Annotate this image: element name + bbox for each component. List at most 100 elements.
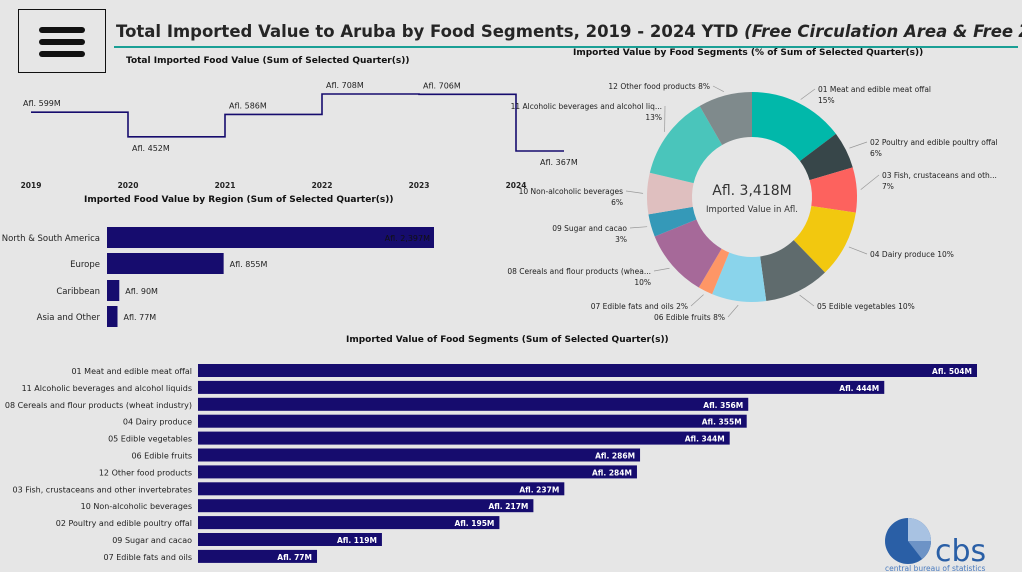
- segment-data-label: Afl. 356M: [703, 401, 743, 410]
- segment-category-label: 08 Cereals and flour products (wheat ind…: [5, 401, 192, 410]
- segment-data-label: Afl. 444M: [839, 384, 879, 393]
- menu-icon-bar-3: [39, 51, 85, 57]
- donut-center-value: Afl. 3,418M: [712, 183, 791, 199]
- donut-slice-label: 08 Cereals and flour products (whea...: [507, 267, 651, 276]
- donut-slice: [799, 133, 853, 181]
- donut-leader-line: [800, 88, 816, 100]
- segment-bar: [198, 499, 534, 513]
- total-line-series: [31, 93, 564, 152]
- region-data-label: Afl. 2,397M: [385, 234, 431, 243]
- logo-name: cbs: [935, 534, 986, 569]
- line-x-tick: 2020: [118, 181, 139, 190]
- segment-data-label: Afl. 237M: [519, 485, 559, 494]
- line-x-tick: 2023: [409, 181, 430, 190]
- region-category-label: Caribbean: [56, 287, 100, 297]
- menu-button[interactable]: [18, 9, 106, 73]
- segment-category-label: 09 Sugar and cacao: [112, 536, 192, 545]
- menu-icon-bar-2: [39, 39, 85, 45]
- segment-chart-title: Imported Value of Food Segments (Sum of …: [346, 335, 669, 345]
- donut-slice-pct: 7%: [882, 182, 894, 191]
- donut-slice: [649, 105, 723, 184]
- donut-slice-label: 05 Edible vegetables 10%: [817, 302, 915, 311]
- region-bar: [107, 227, 434, 248]
- region-bar: [107, 280, 120, 301]
- menu-icon: [39, 27, 85, 33]
- segment-data-label: Afl. 344M: [685, 435, 725, 444]
- title-divider: [114, 46, 1018, 48]
- region-category-label: Asia and Other: [37, 313, 101, 323]
- segment-category-label: 11 Alcoholic beverages and alcohol liqui…: [22, 384, 192, 393]
- region-chart-title: Imported Food Value by Region (Sum of Se…: [84, 195, 394, 205]
- segment-category-label: 01 Meat and edible meat offal: [71, 367, 192, 376]
- segment-bar: [198, 397, 749, 411]
- line-x-tick: 2022: [312, 181, 333, 190]
- donut-leader-line: [653, 267, 670, 272]
- line-x-tick: 2019: [21, 181, 42, 190]
- donut-slice: [712, 252, 767, 302]
- donut-slice: [793, 205, 856, 273]
- segment-category-label: 10 Non-alcoholic beverages: [81, 502, 192, 511]
- region-bar: [107, 306, 118, 327]
- segment-category-label: 03 Fish, crustaceans and other invertebr…: [13, 485, 193, 494]
- segment-bar: [198, 516, 500, 530]
- donut-slice-label: 02 Poultry and edible poultry offal: [870, 138, 998, 147]
- donut-slice: [648, 206, 697, 237]
- donut-leader-line: [629, 226, 648, 229]
- donut-slice: [760, 240, 825, 302]
- donut-leader-line: [712, 85, 725, 93]
- donut-slice-label: 11 Alcoholic beverages and alcohol liq..…: [511, 102, 662, 111]
- line-chart-title: Total Imported Food Value (Sum of Select…: [126, 56, 410, 66]
- segment-bar: [198, 533, 382, 546]
- segment-category-label: 07 Edible fats and oils: [103, 553, 192, 562]
- region-data-label: Afl. 90M: [125, 287, 158, 296]
- donut-chart-title: Imported Value by Food Segments (% of Su…: [573, 48, 924, 58]
- donut-slice-label: 09 Sugar and cacao: [552, 224, 627, 233]
- line-data-label: Afl. 586M: [229, 101, 267, 110]
- segment-bar: [198, 465, 637, 479]
- donut-slice: [698, 248, 730, 295]
- segment-bar: [198, 482, 565, 496]
- logo-tagline: central bureau of statistics: [885, 564, 985, 572]
- donut-slice-pct: 15%: [818, 96, 835, 105]
- segment-bar: [198, 431, 730, 445]
- donut-leader-line: [690, 294, 704, 307]
- donut-leader-line: [849, 141, 868, 149]
- donut-leader-line: [799, 294, 815, 307]
- segment-bar: [198, 549, 318, 563]
- line-data-label: Afl. 452M: [132, 144, 170, 153]
- donut-slice-label: 04 Dairy produce 10%: [870, 250, 954, 259]
- line-x-tick: 2021: [215, 181, 236, 190]
- region-data-label: Afl. 855M: [230, 260, 268, 269]
- donut-leader-line: [727, 304, 739, 318]
- segment-category-label: 02 Poultry and edible poultry offal: [56, 519, 192, 528]
- donut-slice: [809, 167, 857, 213]
- donut-slice: [699, 92, 752, 145]
- donut-slice-label: 03 Fish, crustaceans and oth...: [882, 171, 997, 180]
- segment-data-label: Afl. 195M: [454, 519, 494, 528]
- segment-data-label: Afl. 284M: [592, 468, 632, 477]
- line-data-label: Afl. 599M: [23, 99, 61, 108]
- donut-leader-line: [860, 174, 880, 190]
- donut-slice-pct: 10%: [634, 278, 651, 287]
- segment-data-label: Afl. 77M: [277, 553, 312, 562]
- region-data-label: Afl. 77M: [124, 313, 157, 322]
- segment-category-label: 04 Dairy produce: [123, 418, 192, 427]
- segment-data-label: Afl. 119M: [337, 536, 377, 545]
- donut-leader-line: [848, 246, 868, 255]
- region-category-label: North & South America: [2, 234, 100, 244]
- region-category-label: Europe: [70, 260, 100, 270]
- region-bar: [107, 253, 224, 274]
- segment-data-label: Afl. 355M: [702, 418, 742, 427]
- segment-bar: [198, 414, 747, 428]
- donut-slice-label: 10 Non-alcoholic beverages: [519, 187, 623, 196]
- segment-data-label: Afl. 286M: [595, 452, 635, 461]
- segment-bar: [198, 380, 885, 394]
- donut-slice-pct: 3%: [615, 235, 627, 244]
- donut-center-label: Imported Value in Afl.: [706, 205, 798, 215]
- segment-bar: [198, 448, 641, 462]
- cbs-logo-icon: [885, 518, 931, 564]
